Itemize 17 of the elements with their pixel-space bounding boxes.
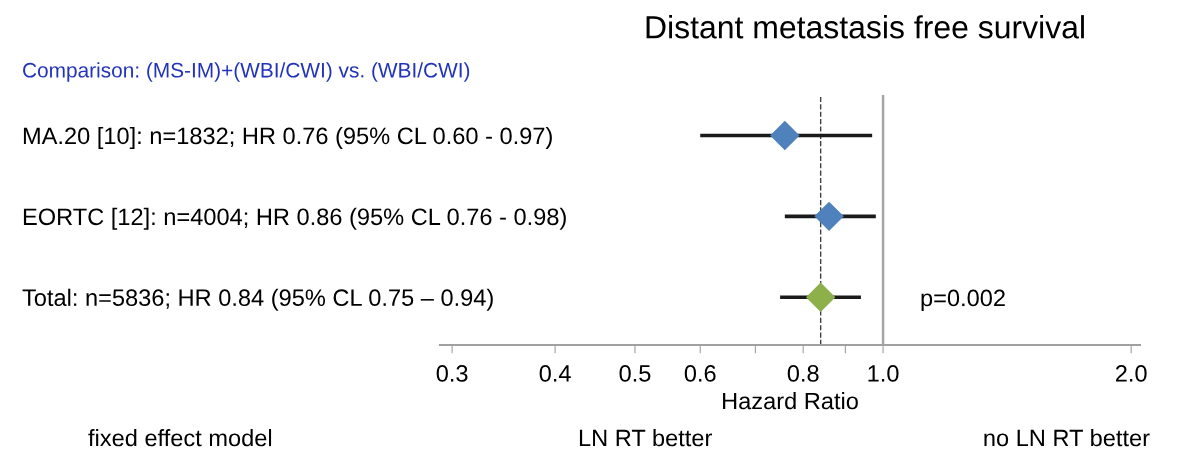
x-tick-label: 2.0 [1115,365,1147,382]
text: no LN RT better [984,428,1150,447]
text: LN RT better [579,428,712,447]
x-tick-label: 0.6 [684,365,716,382]
y-tick-label: EORTC [12]: n=4004; HR 0.86 (95% CL 0.76 - 0.98) [23,207,566,230]
chart-title: Distant metastasis free survival [646,15,1084,39]
text: fixed effect model [88,428,272,447]
x-axis-title: Hazard Ratio [723,392,858,410]
y-tick-label: MA.20 [10]: n=1832; HR 0.76 (95% CL 0.60 - 0.97) [23,126,552,149]
text: Comparison: (MS-IM)+(WBI/CWI) vs. (WBI/CWI) [23,62,470,82]
x-tick-label: 0.5 [619,365,651,382]
annotation: p=0.002 [921,289,1005,311]
y-tick-label: Total: n=5836; HR 0.84 (95% CL 0.75 – 0.94) [22,288,493,311]
x-tick-label: 0.8 [787,365,819,382]
x-tick-label: 0.4 [539,365,571,382]
x-tick-label: 0.3 [436,365,468,382]
x-tick-label: 1.0 [868,365,899,382]
